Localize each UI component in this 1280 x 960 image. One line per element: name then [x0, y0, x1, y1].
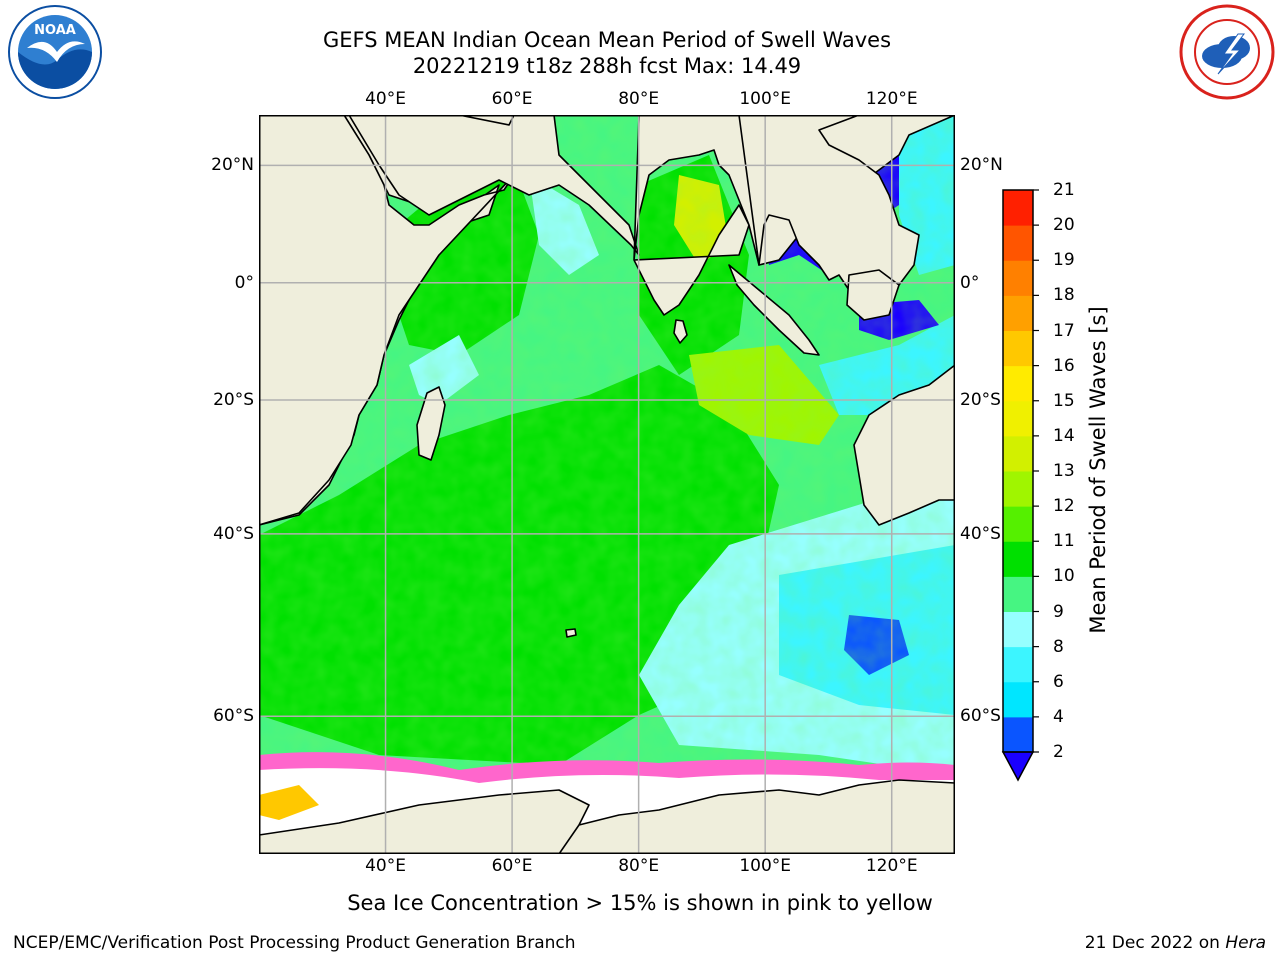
lat-tick-left: 40°S [213, 523, 254, 544]
colorbar-segment [1003, 190, 1033, 226]
colorbar-tick-label: 13 [1053, 461, 1075, 481]
colorbar-tick-label: 15 [1053, 390, 1075, 411]
colorbar-segment [1003, 681, 1033, 718]
colorbar-segment [1003, 506, 1033, 542]
colorbar-tick-label: 19 [1053, 250, 1075, 271]
lon-tick-top: 60°E [491, 89, 533, 109]
colorbar-under-arrow [1001, 751, 1035, 782]
svg-text:NOAA: NOAA [34, 23, 76, 38]
lon-tick-bottom: 100°E [739, 856, 792, 876]
land-kerguelen [565, 628, 577, 638]
lon-tick-bottom: 80°E [618, 856, 660, 876]
lat-tick-right: 40°S [960, 523, 1001, 544]
colorbar-tick-label: 11 [1053, 531, 1075, 552]
colorbar-tick-label: 21 [1053, 180, 1075, 200]
land-sumatra [728, 264, 820, 356]
colorbar [1001, 189, 1039, 782]
colorbar-tick-label: 8 [1053, 636, 1064, 657]
lon-tick-top: 120°E [865, 89, 918, 109]
lat-tick-left: 20°N [211, 155, 254, 176]
colorbar-tick-label: 12 [1053, 496, 1075, 517]
footer-host: Hera [1225, 933, 1266, 953]
colorbar-segment [1003, 646, 1033, 683]
chart-subtitle: 20221219 t18z 288h fcst Max: 14.49 [412, 54, 802, 78]
colorbar-segment [1003, 435, 1033, 472]
map-frame [259, 115, 955, 854]
footer-date-text: 21 Dec 2022 on [1084, 933, 1220, 953]
lat-tick-right: 0° [960, 272, 980, 293]
graticule [259, 115, 955, 854]
lat-tick-left: 20°S [213, 390, 254, 410]
map-plot [259, 115, 955, 854]
land-srilanka [673, 319, 688, 344]
footer-date: 21 Dec 2022 on Hera [1085, 933, 1266, 953]
footer-credit: NCEP/EMC/Verification Post Processing Pr… [13, 933, 576, 953]
noaa-logo: NOAA [8, 5, 102, 99]
sea-ice-orange-west [259, 785, 319, 820]
colorbar-segment [1003, 365, 1033, 402]
colorbar-segment [1003, 295, 1033, 331]
colorbar-tick-label: 17 [1053, 320, 1075, 341]
colorbar-label: Mean Period of Swell Waves [s] [1086, 306, 1110, 634]
colorbar-tick-label: 20 [1053, 215, 1075, 236]
lon-tick-bottom: 60°E [491, 856, 533, 876]
colorbar-tick-label: 10 [1053, 566, 1075, 587]
lon-tick-bottom: 40°E [365, 856, 406, 876]
lat-tick-left: 0° [234, 272, 254, 293]
lat-tick-right: 20°N [960, 155, 1003, 176]
land-australia [853, 364, 955, 526]
sea-ice-footnote: Sea Ice Concentration > 15% is shown in … [347, 891, 933, 915]
colorbar-tick-label: 14 [1053, 425, 1075, 446]
colorbar-tick-label: 6 [1053, 671, 1064, 692]
lat-tick-right: 20°S [960, 390, 1001, 410]
lat-tick-left: 60°S [213, 706, 254, 727]
colorbar-segment [1003, 716, 1033, 753]
colorbar-tick-label: 16 [1053, 355, 1075, 376]
colorbar-segment [1003, 541, 1033, 577]
colorbar-segment [1003, 471, 1033, 507]
land-antarctica [259, 779, 955, 854]
colorbar-segment [1003, 260, 1033, 296]
lon-tick-top: 40°E [365, 89, 406, 109]
colorbar-tick-label: 4 [1053, 706, 1064, 727]
land-madagascar [416, 386, 446, 461]
colorbar-tick-label: 9 [1053, 601, 1064, 622]
colorbar-segment [1003, 400, 1033, 437]
chart-title: GEFS MEAN Indian Ocean Mean Period of Sw… [322, 28, 892, 52]
colorbar-segment [1003, 611, 1033, 648]
nws-logo [1179, 4, 1275, 100]
colorbar-tick-label: 18 [1053, 285, 1075, 306]
lon-tick-bottom: 120°E [865, 856, 918, 876]
colorbar-segment [1003, 225, 1033, 261]
colorbar-segment [1003, 576, 1033, 612]
colorbar-segment [1003, 330, 1033, 367]
colorbar-tick-label: 2 [1053, 742, 1064, 762]
lon-tick-top: 100°E [739, 89, 792, 109]
lat-tick-right: 60°S [960, 706, 1001, 727]
lon-tick-top: 80°E [618, 89, 660, 109]
